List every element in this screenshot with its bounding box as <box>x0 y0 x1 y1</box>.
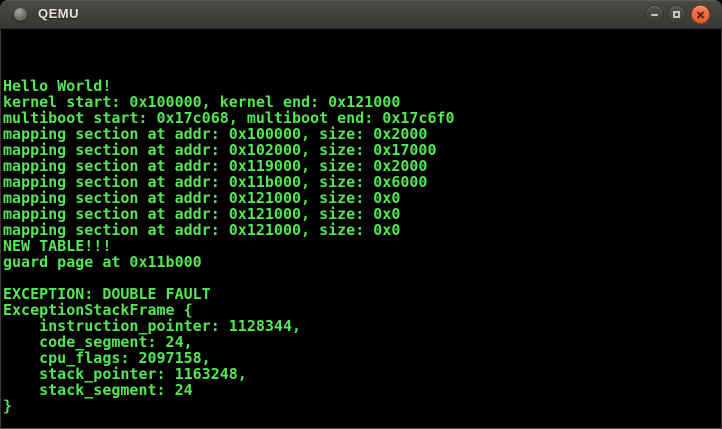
terminal-line <box>3 270 721 286</box>
close-button[interactable] <box>691 5 710 24</box>
window-icon <box>14 8 27 21</box>
window-title: QEMU <box>38 6 79 21</box>
terminal-line: Hello World! <box>3 77 112 95</box>
vga-console[interactable]: Hello World! kernel start: 0x100000, ker… <box>0 29 722 429</box>
close-icon <box>692 6 709 23</box>
terminal-line: code_segment: 24, <box>3 333 193 351</box>
terminal-line: kernel start: 0x100000, kernel end: 0x12… <box>3 93 401 111</box>
terminal-line: cpu_flags: 2097158, <box>3 349 211 367</box>
minimize-icon <box>651 14 658 16</box>
titlebar[interactable]: QEMU <box>0 0 722 29</box>
maximize-button[interactable] <box>667 5 686 24</box>
terminal-line: mapping section at addr: 0x102000, size:… <box>3 141 437 159</box>
terminal-line: guard page at 0x11b000 <box>3 253 202 271</box>
terminal-line: mapping section at addr: 0x11b000, size:… <box>3 173 428 191</box>
terminal-line: stack_segment: 24 <box>3 381 193 399</box>
terminal-line: mapping section at addr: 0x121000, size:… <box>3 221 401 239</box>
terminal-line <box>3 46 721 62</box>
terminal-line <box>3 30 721 46</box>
minimize-button[interactable] <box>645 5 664 24</box>
terminal-line <box>3 414 721 429</box>
terminal-line: instruction_pointer: 1128344, <box>3 317 302 335</box>
terminal-line: mapping section at addr: 0x121000, size:… <box>3 205 401 223</box>
terminal-line: stack_pointer: 1163248, <box>3 365 247 383</box>
maximize-icon <box>673 11 680 18</box>
terminal-line: } <box>3 397 13 415</box>
terminal-line: ExceptionStackFrame { <box>3 301 193 319</box>
terminal-line: EXCEPTION: DOUBLE FAULT <box>3 285 211 303</box>
terminal-line: mapping section at addr: 0x121000, size:… <box>3 189 401 207</box>
terminal-line: multiboot start: 0x17c068, multiboot end… <box>3 109 455 127</box>
terminal-line: mapping section at addr: 0x100000, size:… <box>3 125 428 143</box>
terminal-line <box>3 62 721 78</box>
terminal-line: NEW TABLE!!! <box>3 237 112 255</box>
terminal-line: mapping section at addr: 0x119000, size:… <box>3 157 428 175</box>
